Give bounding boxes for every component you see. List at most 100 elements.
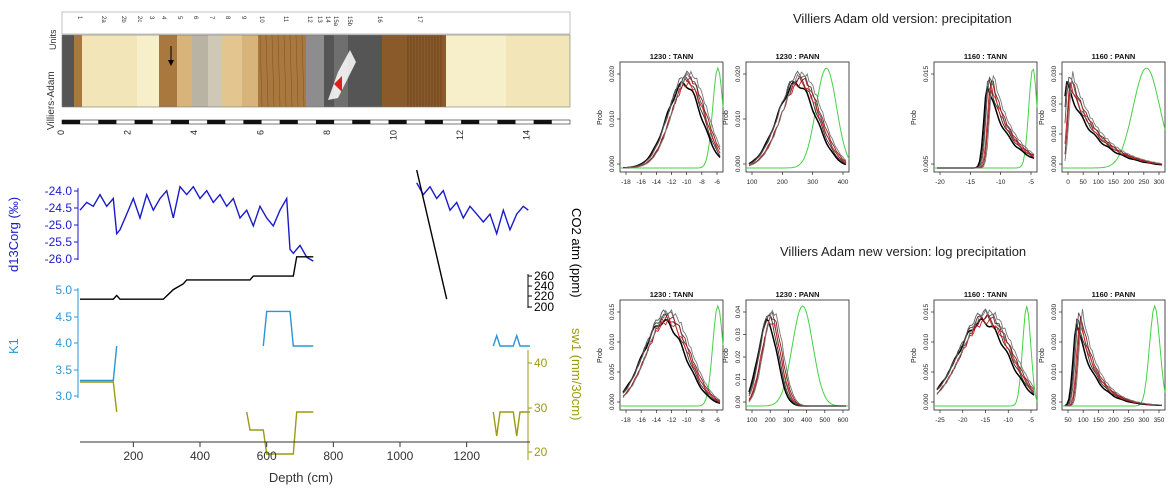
prior-curve xyxy=(934,305,1038,407)
strat-layer xyxy=(306,35,324,107)
panel-ytick-label: 0.010 xyxy=(735,110,742,127)
unit-label: 1 xyxy=(76,16,82,20)
d13c-tick-label: -25.0 xyxy=(45,218,73,232)
panel-ytick-label: 0.010 xyxy=(609,110,616,127)
panel-xtick-label: -6 xyxy=(714,179,720,186)
d13c-tick-label: -24.0 xyxy=(45,184,73,198)
new-version-title: Villiers Adam new version: log precipita… xyxy=(780,244,1027,259)
panel-ytick-label: 0.005 xyxy=(923,155,930,172)
prior-curve xyxy=(746,305,849,407)
panel-ytick-label: 0.000 xyxy=(609,393,616,410)
panel-ytick-label: 0.005 xyxy=(609,363,616,380)
panel-xtick-label: 150 xyxy=(1093,417,1104,424)
panel-ytick-label: 0.000 xyxy=(1051,155,1058,172)
k1-line xyxy=(80,345,118,382)
depth-scale-segment xyxy=(279,120,298,124)
site-label: Villiers-Adam xyxy=(46,71,57,130)
panel-title: 1230 : PANN xyxy=(775,290,819,299)
unit-label: 5 xyxy=(176,16,182,20)
strat-layer xyxy=(137,35,159,107)
panel-xtick-label: 200 xyxy=(765,417,776,424)
panel-xtick-label: -20 xyxy=(958,417,968,424)
unit-label: 2c xyxy=(136,16,142,22)
k1-tick-label: 4.5 xyxy=(55,310,72,324)
d13c-tick-label: -24.5 xyxy=(45,201,73,215)
d13c-tick-label: -26.0 xyxy=(45,252,73,266)
strat-layer xyxy=(192,35,208,107)
density-curve xyxy=(748,309,846,407)
unit-label: 12 xyxy=(306,16,312,23)
depth-scale-label: 12 xyxy=(455,130,465,140)
panel-xtick-label: 300 xyxy=(1138,417,1149,424)
panel-xtick-label: -14 xyxy=(652,417,662,424)
depth-scale-segment xyxy=(388,120,407,124)
panel-ytick-label: 0.010 xyxy=(609,333,616,350)
panel-xtick-label: -15 xyxy=(981,417,991,424)
depth-tick-label: 800 xyxy=(323,449,343,463)
panel-xtick-label: -16 xyxy=(636,417,646,424)
prior-curve xyxy=(620,66,724,169)
panel-ytick-label: 0.015 xyxy=(609,303,616,320)
co2-axis-label: CO2 atm (ppm) xyxy=(569,208,584,298)
panel-xtick-label: 250 xyxy=(1138,179,1149,186)
panel-title: 1160 : PANN xyxy=(1092,290,1136,299)
panel-xtick-label: -15 xyxy=(966,179,976,186)
panel-frame xyxy=(1061,61,1166,173)
prior-curve xyxy=(746,67,850,169)
co2-line xyxy=(416,169,448,300)
strat-layer xyxy=(382,35,406,107)
depth-scale-label: 4 xyxy=(189,130,199,135)
prior-curve xyxy=(620,304,724,407)
panel-xtick-label: 50 xyxy=(1064,417,1072,424)
density-panel: 1160 : PANN Prob 0.000 0.010 0.020 0.030 50 100… xyxy=(1039,290,1166,424)
sw1-tick-label: 40 xyxy=(534,356,548,370)
strat-layer xyxy=(278,35,306,107)
panel-ytick-label: 0.00 xyxy=(735,395,742,408)
panel-xtick-label: 300 xyxy=(807,179,818,186)
sw1-line xyxy=(80,381,118,413)
depth-scale-segment xyxy=(98,120,117,124)
panel-ytick-label: 0.000 xyxy=(735,155,742,172)
panel-ytick-label: 0.020 xyxy=(609,65,616,82)
panel-xtick-label: 300 xyxy=(783,417,794,424)
panel-ytick-label: 0.01 xyxy=(735,373,742,386)
strat-layer xyxy=(62,35,74,107)
depth-tick-label: 400 xyxy=(190,449,210,463)
strat-wedge xyxy=(328,50,356,100)
density-curve xyxy=(1064,71,1163,165)
strat-layer xyxy=(82,35,137,107)
depth-scale-label: 10 xyxy=(389,130,399,140)
panel-ytick-label: 0.04 xyxy=(735,305,742,318)
unit-label: 8 xyxy=(224,16,230,20)
panel-xtick-label: 100 xyxy=(1078,417,1089,424)
strat-layer xyxy=(348,35,382,107)
depth-tick-label: 200 xyxy=(123,449,143,463)
unit-label: 9 xyxy=(240,16,246,20)
panel-ytick-label: 0.010 xyxy=(1051,125,1058,142)
density-curve xyxy=(1064,81,1163,166)
depth-scale-segment xyxy=(352,120,371,124)
panel-ytick-label: 0.005 xyxy=(923,363,930,380)
panel-ytick-label: 0.000 xyxy=(1051,393,1058,410)
panel-ytick-label: 0.030 xyxy=(1051,303,1058,320)
panel-ylabel: Prob xyxy=(597,110,604,125)
panel-ytick-label: 0.010 xyxy=(923,333,930,350)
co2-tick-label: 260 xyxy=(534,269,554,283)
panel-xtick-label: -6 xyxy=(714,417,720,424)
sw1-line xyxy=(492,411,530,437)
strat-layer xyxy=(222,35,242,107)
depth-scale-segment xyxy=(207,120,226,124)
strat-crack xyxy=(265,34,269,108)
panel-title: 1230 : PANN xyxy=(775,52,819,61)
depth-scale-label: 14 xyxy=(522,130,532,140)
panel-xtick-label: 100 xyxy=(1093,179,1104,186)
k1-line xyxy=(492,333,530,347)
unit-label: 10 xyxy=(258,16,264,23)
strat-layer xyxy=(258,35,278,107)
strat-layer xyxy=(506,35,570,107)
density-curve xyxy=(748,75,847,167)
panel-ylabel: Prob xyxy=(1039,348,1046,363)
d13c-tick-label: -25.5 xyxy=(45,235,73,249)
